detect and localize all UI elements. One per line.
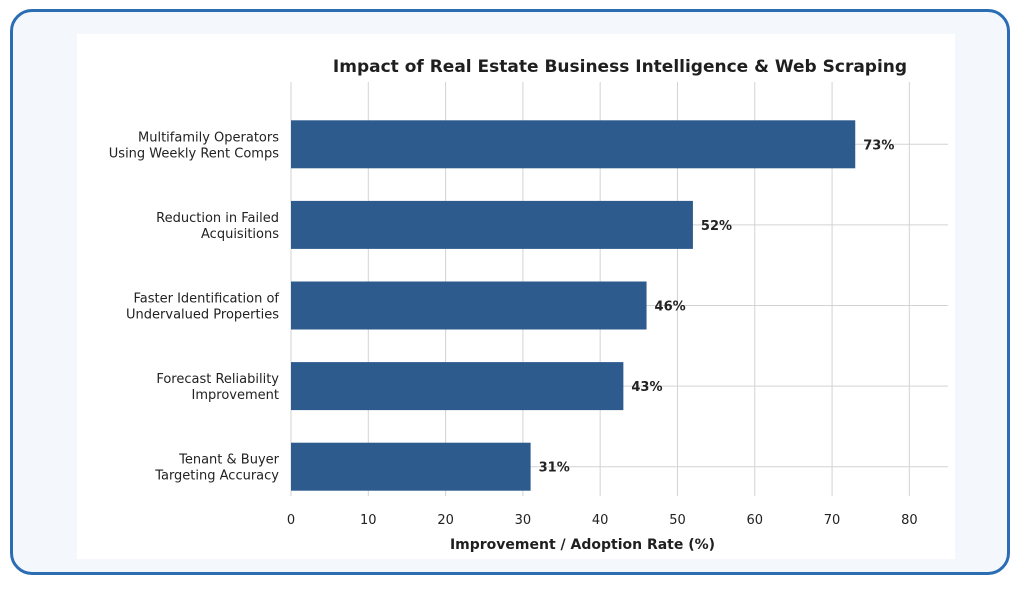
category-label: Tenant & Buyer Targeting Accuracy bbox=[154, 453, 279, 484]
chart-card: Impact of Real Estate Business Intellige… bbox=[77, 34, 955, 559]
value-label: 46% bbox=[655, 300, 686, 315]
category-label: Multifamily Operators Using Weekly Rent C… bbox=[109, 130, 279, 161]
value-label: 31% bbox=[539, 461, 570, 476]
x-tick-label: 0 bbox=[287, 513, 295, 528]
bars bbox=[291, 120, 856, 491]
bar-chart: Impact of Real Estate Business Intellige… bbox=[109, 57, 948, 553]
value-label: 43% bbox=[631, 380, 662, 395]
chart-frame: Impact of Real Estate Business Intellige… bbox=[10, 9, 1010, 575]
category-label: Forecast Reliability Improvement bbox=[156, 372, 279, 403]
x-tick-label: 20 bbox=[437, 513, 454, 528]
bar bbox=[291, 200, 693, 249]
category-label: Faster Identification of Undervalued Prop… bbox=[126, 292, 279, 323]
x-tick-label: 80 bbox=[901, 513, 918, 528]
category-label: Reduction in Failed Acquisitions bbox=[156, 211, 279, 242]
x-axis-title: Improvement / Adoption Rate (%) bbox=[450, 537, 715, 553]
value-label: 52% bbox=[701, 219, 732, 234]
bar bbox=[291, 442, 531, 491]
x-tick-label: 30 bbox=[515, 513, 532, 528]
value-labels: 73% 52% 46% 43% 31% bbox=[539, 138, 895, 475]
x-tick-labels: 0 10 20 30 40 50 60 70 80 bbox=[287, 513, 918, 528]
category-labels: Multifamily Operators Using Weekly Rent C… bbox=[109, 130, 280, 483]
x-tick-label: 60 bbox=[746, 513, 763, 528]
x-tick-label: 40 bbox=[592, 513, 609, 528]
x-tick-label: 50 bbox=[669, 513, 686, 528]
bar bbox=[291, 120, 856, 169]
value-label: 73% bbox=[863, 138, 894, 153]
bar bbox=[291, 362, 624, 411]
x-tick-label: 10 bbox=[360, 513, 377, 528]
chart-title: Impact of Real Estate Business Intellige… bbox=[333, 57, 907, 77]
x-tick-label: 70 bbox=[824, 513, 841, 528]
bar bbox=[291, 281, 647, 330]
